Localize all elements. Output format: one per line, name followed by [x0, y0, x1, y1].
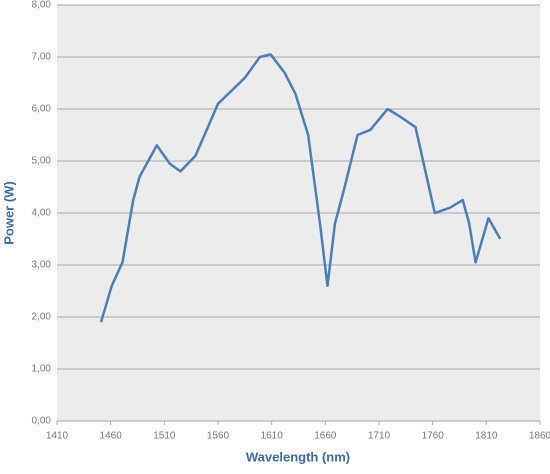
line: [99, 53, 502, 323]
y-tick-label: 5,00: [32, 156, 52, 167]
x-tick-label: 1760: [422, 431, 445, 442]
y-tick-label: 7,00: [32, 52, 52, 63]
y-tick-label: 1,00: [32, 364, 52, 375]
y-tick-label: 3,00: [32, 260, 52, 271]
x-tick-label: 1460: [100, 431, 123, 442]
x-tick-label: 1660: [314, 431, 337, 442]
y-tick-label: 6,00: [32, 104, 52, 115]
x-tick-label: 1810: [475, 431, 498, 442]
y-tick-label: 0,00: [32, 416, 52, 427]
x-axis-title: Wavelength (nm): [246, 449, 350, 464]
y-tick-label: 4,00: [32, 208, 52, 219]
x-tick-label: 1860: [529, 431, 550, 442]
y-axis-title: Power (W): [1, 181, 16, 245]
y-tick-label: 8,00: [32, 0, 52, 11]
y-tick-label: 2,00: [32, 312, 52, 323]
x-tick-label: 1410: [46, 431, 69, 442]
x-tick-label: 1610: [261, 431, 284, 442]
x-tick-label: 1510: [153, 431, 176, 442]
x-tick-label: 1710: [368, 431, 391, 442]
x-tick-label: 1560: [207, 431, 230, 442]
